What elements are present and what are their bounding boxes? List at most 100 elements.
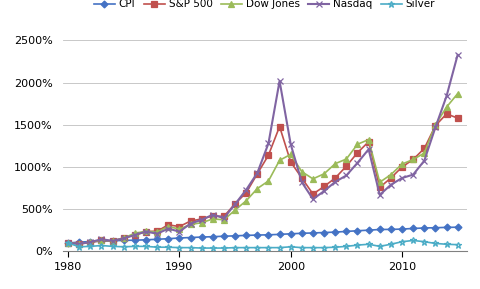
Dow Jones [143, 229, 149, 233]
Dow Jones [409, 158, 415, 161]
S&P 500 [154, 229, 160, 233]
Dow Jones [232, 208, 238, 212]
Dow Jones [154, 230, 160, 234]
S&P 500 [287, 160, 293, 164]
Dow Jones [76, 242, 82, 246]
CPI [365, 228, 371, 232]
Line: Dow Jones: Dow Jones [65, 91, 459, 247]
Nasdaq [332, 180, 337, 184]
CPI [243, 234, 249, 237]
CPI [221, 234, 227, 238]
Silver [165, 245, 171, 249]
CPI [87, 240, 93, 243]
S&P 500 [321, 185, 326, 188]
Nasdaq [65, 241, 71, 245]
Nasdaq [87, 240, 93, 244]
Dow Jones [165, 225, 171, 228]
Dow Jones [354, 142, 360, 146]
CPI [265, 233, 271, 236]
Dow Jones [198, 221, 204, 225]
Dow Jones [398, 162, 404, 166]
Dow Jones [254, 187, 260, 190]
S&P 500 [76, 242, 82, 246]
S&P 500 [443, 112, 448, 116]
Dow Jones [365, 138, 371, 141]
Silver [387, 242, 393, 246]
Nasdaq [354, 161, 360, 164]
Silver [398, 240, 404, 243]
S&P 500 [398, 165, 404, 169]
Dow Jones [332, 162, 337, 165]
S&P 500 [299, 176, 304, 180]
Nasdaq [132, 233, 137, 237]
S&P 500 [232, 202, 238, 205]
Nasdaq [443, 95, 448, 98]
Dow Jones [454, 92, 459, 95]
Silver [87, 244, 93, 248]
S&P 500 [454, 116, 459, 120]
Nasdaq [387, 183, 393, 186]
S&P 500 [120, 236, 126, 240]
Nasdaq [365, 148, 371, 151]
Nasdaq [454, 53, 459, 57]
S&P 500 [387, 176, 393, 180]
Silver [132, 244, 137, 248]
Dow Jones [98, 238, 104, 242]
Dow Jones [299, 170, 304, 173]
Dow Jones [387, 173, 393, 176]
Silver [120, 245, 126, 249]
Silver [287, 245, 293, 249]
S&P 500 [420, 147, 426, 150]
Dow Jones [310, 177, 315, 181]
Dow Jones [176, 227, 182, 231]
S&P 500 [310, 192, 315, 196]
Silver [409, 239, 415, 242]
Silver [98, 244, 104, 247]
S&P 500 [276, 125, 282, 128]
Nasdaq [98, 238, 104, 241]
Silver [198, 246, 204, 250]
CPI [76, 240, 82, 244]
Dow Jones [109, 239, 115, 243]
Dow Jones [265, 179, 271, 183]
Nasdaq [409, 173, 415, 176]
Silver [332, 245, 337, 249]
Silver [65, 241, 71, 245]
S&P 500 [65, 241, 71, 245]
CPI [187, 236, 193, 239]
Nasdaq [143, 230, 149, 233]
CPI [287, 232, 293, 236]
CPI [420, 226, 426, 230]
Nasdaq [165, 227, 171, 230]
Silver [243, 246, 249, 249]
Dow Jones [65, 241, 71, 245]
Silver [432, 242, 437, 245]
S&P 500 [132, 233, 137, 237]
S&P 500 [365, 140, 371, 143]
CPI [299, 231, 304, 235]
Nasdaq [287, 142, 293, 146]
Nasdaq [265, 142, 271, 145]
Nasdaq [343, 174, 348, 177]
Nasdaq [198, 218, 204, 221]
Nasdaq [310, 197, 315, 201]
Silver [299, 246, 304, 249]
CPI [321, 231, 326, 234]
Nasdaq [221, 216, 227, 220]
S&P 500 [98, 239, 104, 242]
CPI [65, 241, 71, 245]
S&P 500 [209, 214, 215, 218]
S&P 500 [243, 191, 249, 194]
Dow Jones [443, 105, 448, 109]
S&P 500 [176, 225, 182, 228]
Nasdaq [420, 159, 426, 162]
S&P 500 [165, 223, 171, 227]
S&P 500 [376, 186, 382, 189]
CPI [276, 233, 282, 236]
Nasdaq [321, 189, 326, 193]
CPI [176, 236, 182, 240]
Nasdaq [120, 237, 126, 240]
Silver [221, 246, 227, 250]
S&P 500 [265, 153, 271, 157]
S&P 500 [87, 241, 93, 244]
